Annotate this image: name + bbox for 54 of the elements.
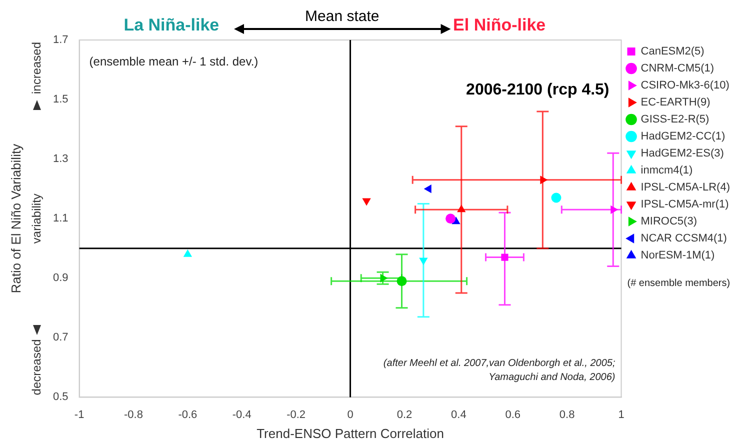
y-tick-label: 0.7 <box>52 332 68 344</box>
x-tick-label: 0.6 <box>505 408 521 421</box>
legend-label: IPSL-CM5A-mr(1) <box>640 198 729 211</box>
legend-label: CSIRO-Mk3-6(10) <box>640 80 730 92</box>
x-tick-label: -0.2 <box>286 408 306 421</box>
y-tick-label: 1.5 <box>52 94 68 106</box>
legend-label: HadGEM2-CC(1) <box>640 130 726 143</box>
x-axis-title: Trend-ENSO Pattern Correlation <box>256 426 444 441</box>
text: decreased <box>29 339 44 396</box>
text: El Niño-like <box>453 16 546 35</box>
y-tick-label: 1.1 <box>52 212 68 225</box>
y-tick-label: 0.5 <box>52 391 68 404</box>
point <box>501 254 508 261</box>
legend-label: IPSL-CM5A-LR(4) <box>640 182 730 194</box>
legend-label: HadGEM2-ES(3) <box>640 148 724 160</box>
legend-label: CNRM-CM5(1) <box>640 62 714 75</box>
y-axis-title: Ratio of El Niño Variability <box>8 143 24 294</box>
point <box>396 276 407 286</box>
point <box>419 258 428 266</box>
legend-label: CanESM2(5) <box>640 46 704 58</box>
point <box>380 274 388 282</box>
legend-label: inmcm4(1) <box>640 164 693 177</box>
x-tick-label: 0.4 <box>451 408 466 421</box>
y-tick-label: 1.7 <box>52 34 68 46</box>
point <box>610 205 618 214</box>
y-tick-label: 0.9 <box>52 272 68 284</box>
annotation: 2006-2100 (rcp 4.5) <box>466 81 610 98</box>
point <box>183 249 192 257</box>
text: (# ensemble members) <box>627 278 730 289</box>
legend-label: MIROC5(3) <box>640 216 697 228</box>
legend-label: EC-EARTH(9) <box>640 96 710 109</box>
x-tick-label: -0.8 <box>124 408 143 421</box>
point <box>540 176 548 184</box>
point <box>446 214 456 224</box>
text: La Niña-like <box>124 16 220 35</box>
legend-label: NorESM-1M(1) <box>640 250 715 262</box>
y-tick-label: 1.3 <box>52 153 68 166</box>
point <box>457 204 466 212</box>
text: increased <box>29 42 44 94</box>
x-tick-label: 0.8 <box>559 408 575 421</box>
x-tick-label: -1 <box>74 408 84 421</box>
x-tick-label: 0.2 <box>396 408 412 421</box>
x-tick-label: 1 <box>618 408 624 421</box>
point <box>551 192 562 203</box>
legend-label: NCAR CCSM4(1) <box>640 232 727 245</box>
point <box>362 198 371 206</box>
legend-label: GISS-E2-R(5) <box>640 114 710 126</box>
x-tick-label: 0 <box>347 408 354 421</box>
x-tick-label: -0.4 <box>232 408 252 421</box>
annotation: (after Meehl et al. 2007,van Oldenborgh et al., 2005; Yamaguchi and Noda, 2006) <box>383 358 616 383</box>
text: variability <box>29 194 44 244</box>
text: Mean state <box>305 8 380 26</box>
x-tick-label: -0.6 <box>178 408 198 421</box>
annotation: (ensemble mean +/- 1 std. dev.) <box>89 54 258 68</box>
